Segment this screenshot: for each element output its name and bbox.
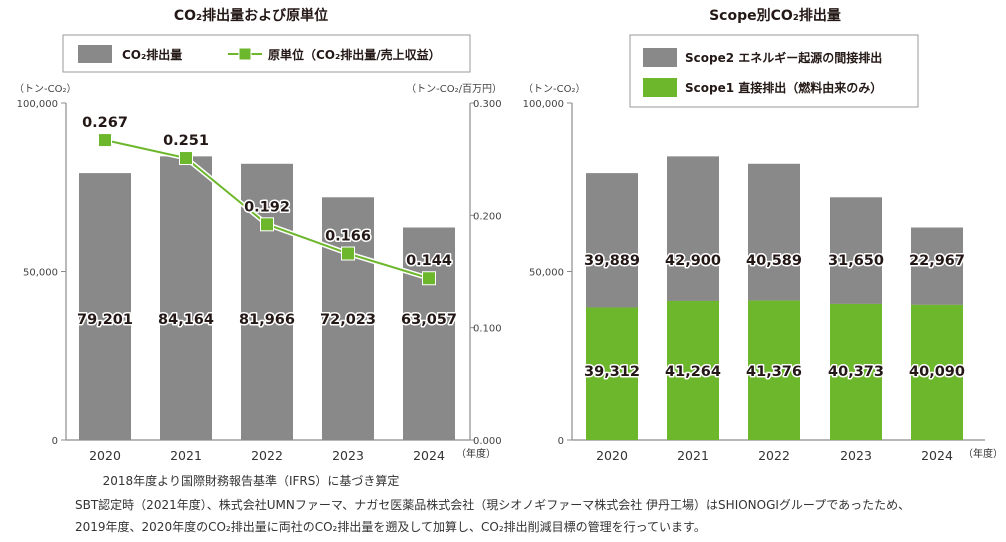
- y2-tick-label: 0.200: [473, 211, 502, 222]
- x-tick-label-left-2023: 2023: [332, 448, 364, 463]
- legend-swatch-scope2: [643, 48, 677, 67]
- x-tick-label-left-2022: 2022: [251, 448, 283, 463]
- y-axis-unit-left: （トン-CO₂）: [14, 83, 76, 95]
- bar-scope1-2022: [748, 300, 800, 440]
- bar-scope2-2023: [830, 197, 882, 304]
- intensity-point-2024: [422, 271, 436, 286]
- y-axis-unit-right: （トン-CO₂）: [523, 83, 585, 95]
- bar-label-scope2-2023: 31,650: [828, 253, 884, 269]
- bar-label-co2-2021: 84,164: [158, 312, 214, 328]
- bar-scope2-2022: [748, 163, 800, 301]
- bar-scope2-2020: [586, 173, 638, 308]
- legend-box-left: [62, 34, 471, 73]
- legend-label-scope1: Scope1 直接排出（燃料由来のみ）: [685, 80, 882, 95]
- bar-scope2-2021: [667, 156, 719, 301]
- legend-swatch-co2: [78, 45, 112, 63]
- y-tick-label-right: 0: [558, 436, 564, 447]
- y2-axis-unit: （トン-CO₂/百万円）: [406, 83, 502, 95]
- bar-label-scope1-2023: 40,373: [828, 364, 884, 380]
- bar-scope1-2023: [830, 303, 882, 440]
- bar-co2-2021: [160, 156, 212, 441]
- legend-label-scope2: Scope2 エネルギー起源の間接排出: [685, 50, 882, 65]
- bar-scope1-2021: [667, 300, 719, 440]
- intensity-label-2021: 0.251: [163, 133, 209, 149]
- bar-co2-2023: [322, 197, 374, 440]
- y-tick-label-right: 100,000: [523, 99, 564, 110]
- legend-box-right: [629, 34, 919, 108]
- x-tick-label-left-2024: 2024: [413, 448, 445, 463]
- x-tick-label-right-2024: 2024: [921, 448, 953, 463]
- x-tick-label-right-2021: 2021: [677, 448, 709, 463]
- intensity-point-2022: [260, 217, 274, 232]
- bar-label-co2-2022: 81,966: [239, 312, 295, 328]
- intensity-point-2020: [98, 133, 112, 148]
- legend-label-intensity: 原単位（CO₂排出量/売上収益）: [268, 47, 441, 62]
- x-tick-label-left-2020: 2020: [89, 448, 121, 463]
- y-tick-label-right: 50,000: [529, 268, 564, 279]
- y2-tick-label: 0.100: [473, 324, 502, 335]
- chart-title-right: Scope別CO₂排出量: [709, 7, 841, 24]
- x-tick-label-right-2022: 2022: [758, 448, 790, 463]
- legend-line-intensity-icon: [228, 47, 262, 61]
- y2-tick-label: 0.000: [473, 436, 502, 447]
- bar-co2-2024: [403, 227, 455, 440]
- intensity-label-2024: 0.144: [406, 253, 452, 269]
- y-tick-label-left: 0: [52, 436, 58, 447]
- bar-scope1-2020: [586, 307, 638, 440]
- bar-label-scope1-2022: 41,376: [746, 364, 802, 380]
- legend-swatch-scope1: [643, 78, 677, 97]
- intensity-label-2020: 0.267: [82, 115, 128, 131]
- intensity-label-2023: 0.166: [325, 229, 371, 245]
- legend-label-co2: CO₂排出量: [122, 47, 182, 62]
- bar-label-co2-2020: 79,201: [77, 312, 133, 328]
- bar-label-scope1-2021: 41,264: [665, 364, 721, 380]
- category-suffix-right: （年度）: [963, 447, 1003, 460]
- bar-label-co2-2024: 63,057: [401, 312, 457, 328]
- x-tick-label-left-2021: 2021: [170, 448, 202, 463]
- intensity-label-2022: 0.192: [244, 199, 290, 215]
- bar-label-scope2-2022: 40,589: [746, 253, 802, 269]
- note-line-1: SBT認定時（2021年度）、株式会社UMNファーマ、ナガセ医薬品株式会社（現シ…: [75, 497, 910, 512]
- bar-label-scope2-2024: 22,967: [909, 253, 965, 269]
- bar-scope1-2024: [911, 304, 963, 440]
- footnote-ifrs: 2018年度より国際財務報告基準（IFRS）に基づき算定: [103, 473, 400, 488]
- category-suffix-left: （年度）: [456, 447, 496, 460]
- y2-tick-label: 0.300: [473, 99, 502, 110]
- intensity-point-2023: [341, 246, 355, 261]
- bar-label-scope1-2020: 39,312: [584, 364, 640, 380]
- x-tick-label-right-2023: 2023: [840, 448, 872, 463]
- bar-label-scope2-2021: 42,900: [665, 253, 721, 269]
- intensity-point-2021: [179, 151, 193, 166]
- y-tick-label-left: 50,000: [23, 268, 58, 279]
- y-tick-label-left: 100,000: [17, 99, 58, 110]
- bar-label-scope1-2024: 40,090: [909, 364, 965, 380]
- bar-scope2-2024: [911, 227, 963, 305]
- bar-label-scope2-2020: 39,889: [584, 253, 640, 269]
- bar-label-co2-2023: 72,023: [320, 312, 376, 328]
- chart-title-left: CO₂排出量および原単位: [174, 7, 328, 24]
- x-tick-label-right-2020: 2020: [596, 448, 628, 463]
- note-line-2: 2019年度、2020年度のCO₂排出量に両社のCO₂排出量を遡及して加算し、C…: [75, 519, 706, 534]
- bar-co2-2020: [79, 173, 131, 440]
